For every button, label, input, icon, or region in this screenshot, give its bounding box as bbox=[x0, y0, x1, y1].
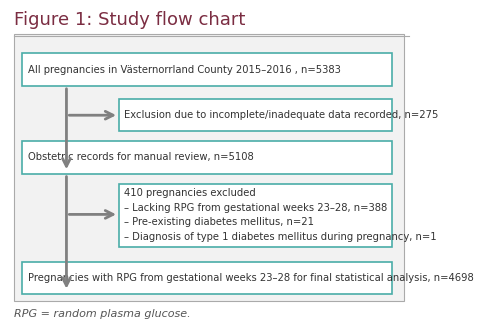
FancyBboxPatch shape bbox=[119, 99, 392, 132]
Text: All pregnancies in Västernorrland County 2015–2016 , n=5383: All pregnancies in Västernorrland County… bbox=[28, 65, 341, 75]
Text: RPG = random plasma glucose.: RPG = random plasma glucose. bbox=[14, 309, 191, 319]
FancyBboxPatch shape bbox=[14, 34, 404, 300]
Text: Figure 1: Study flow chart: Figure 1: Study flow chart bbox=[14, 11, 245, 29]
FancyBboxPatch shape bbox=[22, 141, 392, 174]
Text: Exclusion due to incomplete/inadequate data recorded, n=275: Exclusion due to incomplete/inadequate d… bbox=[124, 110, 439, 120]
FancyBboxPatch shape bbox=[22, 53, 392, 86]
Text: Pregnancies with RPG from gestational weeks 23–28 for final statistical analysis: Pregnancies with RPG from gestational we… bbox=[28, 273, 474, 283]
FancyBboxPatch shape bbox=[22, 261, 392, 294]
FancyBboxPatch shape bbox=[119, 183, 392, 247]
Text: 410 pregnancies excluded
– Lacking RPG from gestational weeks 23–28, n=388
– Pre: 410 pregnancies excluded – Lacking RPG f… bbox=[124, 188, 437, 242]
Text: Obstetric records for manual review, n=5108: Obstetric records for manual review, n=5… bbox=[28, 153, 254, 162]
